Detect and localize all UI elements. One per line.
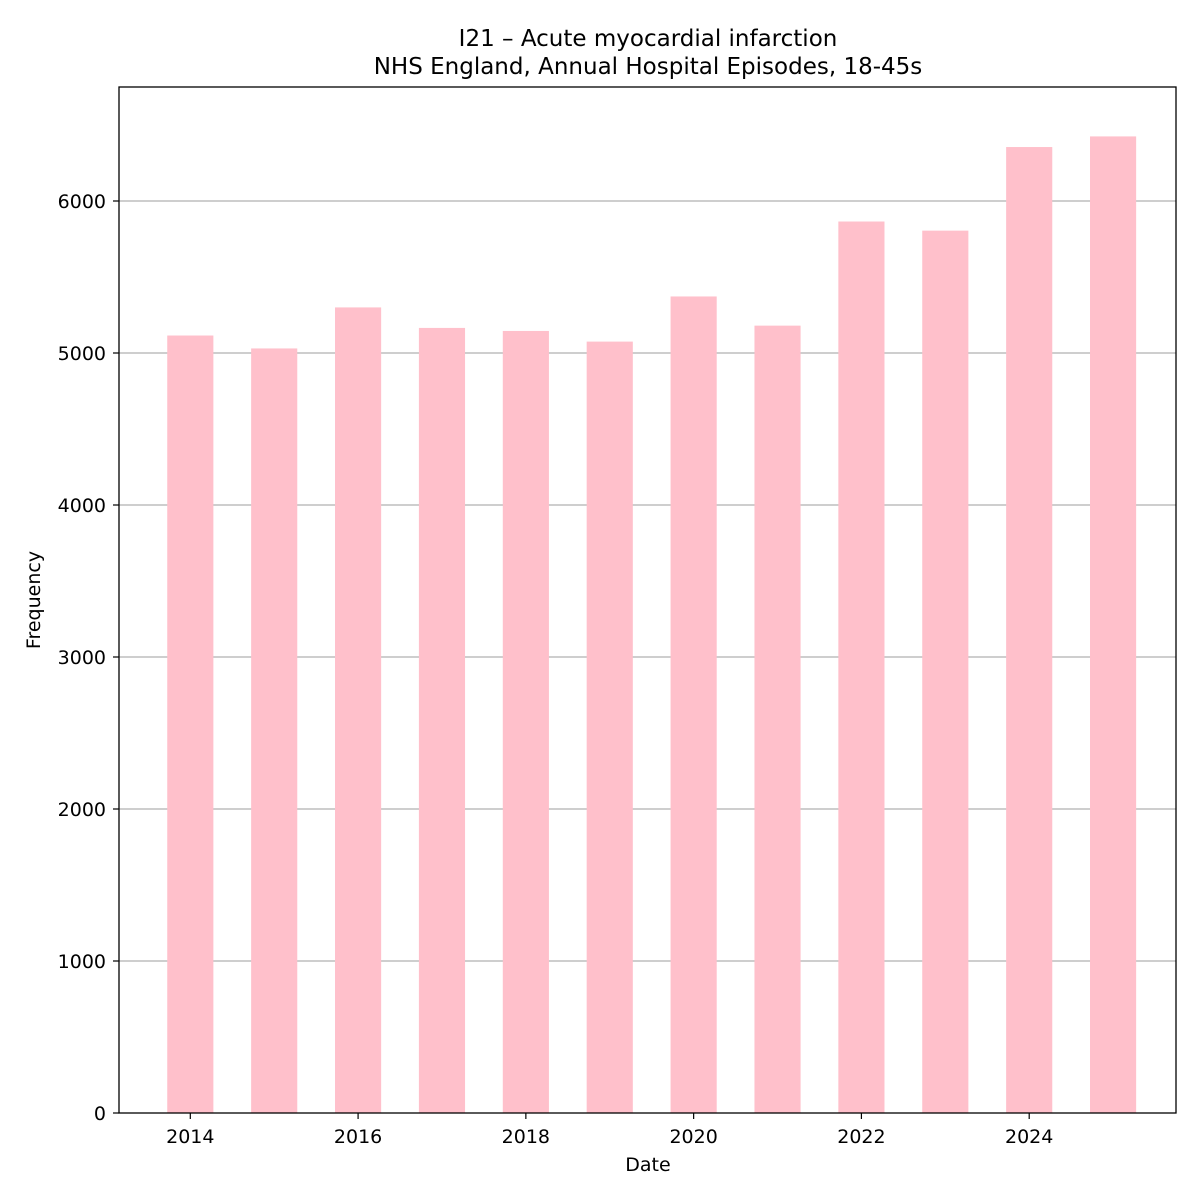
bar-2019 <box>586 341 633 1114</box>
bar-2016 <box>335 307 382 1113</box>
y-tick-label: 5000 <box>58 343 106 365</box>
chart-subtitle: NHS England, Annual Hospital Episodes, 1… <box>374 54 923 80</box>
y-tick-label: 4000 <box>58 495 106 517</box>
y-tick-label: 2000 <box>58 799 106 821</box>
x-tick-label: 2020 <box>669 1126 717 1148</box>
bar-2020 <box>670 296 717 1113</box>
x-axis-label: Date <box>625 1154 670 1176</box>
bar-2017 <box>418 327 466 1113</box>
y-tick-label: 3000 <box>58 647 106 669</box>
bars <box>167 136 1137 1114</box>
x-tick-label: 2014 <box>166 1126 214 1148</box>
bar-2023 <box>922 230 969 1113</box>
x-tick-label: 2022 <box>837 1126 885 1148</box>
y-tick-label: 1000 <box>58 951 106 973</box>
x-tick-label: 2016 <box>334 1126 382 1148</box>
bar-2022 <box>838 221 885 1113</box>
bar-2014 <box>167 335 214 1113</box>
y-tick-label: 0 <box>94 1103 106 1125</box>
x-tick-label: 2024 <box>1005 1126 1053 1148</box>
chart-title: I21 – Acute myocardial infarction <box>459 26 838 52</box>
bar-2021 <box>754 325 801 1113</box>
y-tick-label: 6000 <box>58 191 106 213</box>
bar-2015 <box>251 348 298 1113</box>
bar-2025 <box>1090 136 1137 1113</box>
bar-2024 <box>1006 147 1053 1114</box>
x-tick-label: 2018 <box>502 1126 550 1148</box>
y-axis-label: Frequency <box>23 551 45 649</box>
y-axis-ticks: 0 1000 2000 3000 4000 5000 6000 <box>58 191 119 1125</box>
bar-2018 <box>502 330 549 1114</box>
plot-frame <box>118 86 1177 1114</box>
x-axis-ticks: 2014 2016 2018 2020 2022 2024 <box>166 1113 1053 1148</box>
